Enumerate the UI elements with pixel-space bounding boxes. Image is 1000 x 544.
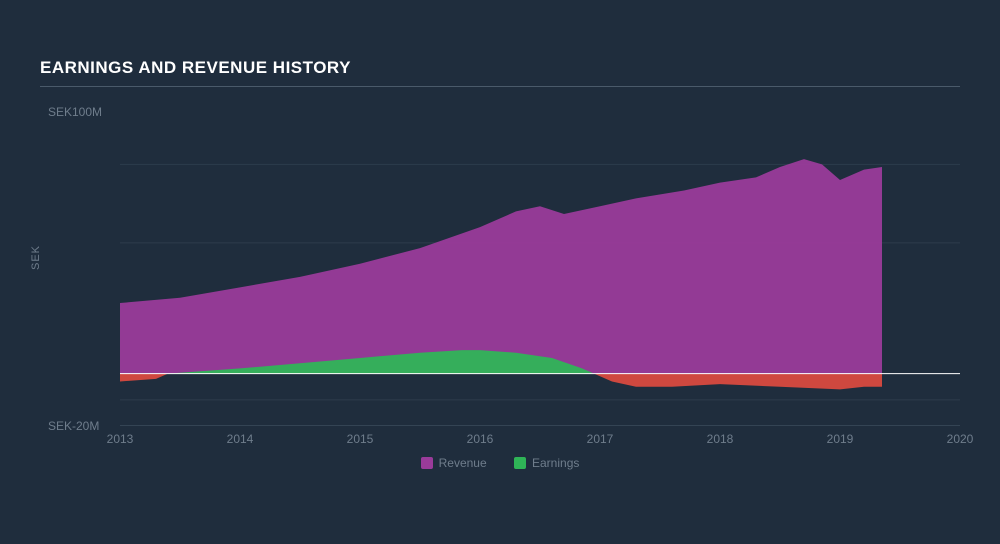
x-tick-label: 2019: [827, 432, 854, 446]
chart-title: EARNINGS AND REVENUE HISTORY: [40, 58, 351, 78]
y-tick-label: SEK-20M: [48, 419, 116, 433]
legend-item-earnings: Earnings: [514, 456, 579, 470]
legend-swatch-earnings: [514, 457, 526, 469]
legend-label: Earnings: [532, 456, 579, 470]
plot-area: [120, 112, 960, 426]
x-tick-label: 2018: [707, 432, 734, 446]
legend-label: Revenue: [439, 456, 487, 470]
chart-container: EARNINGS AND REVENUE HISTORY SEK SEK100M…: [0, 0, 1000, 544]
legend-swatch-revenue: [421, 457, 433, 469]
x-tick-label: 2015: [347, 432, 374, 446]
x-tick-label: 2014: [227, 432, 254, 446]
y-axis-label: SEK: [30, 245, 42, 270]
legend-item-revenue: Revenue: [421, 456, 487, 470]
title-underline: [40, 86, 960, 87]
x-tick-label: 2017: [587, 432, 614, 446]
chart-svg: [120, 112, 960, 426]
legend: Revenue Earnings: [0, 456, 1000, 470]
x-tick-label: 2013: [107, 432, 134, 446]
x-tick-label: 2016: [467, 432, 494, 446]
y-tick-label: SEK100M: [48, 105, 116, 119]
x-tick-label: 2020: [947, 432, 974, 446]
